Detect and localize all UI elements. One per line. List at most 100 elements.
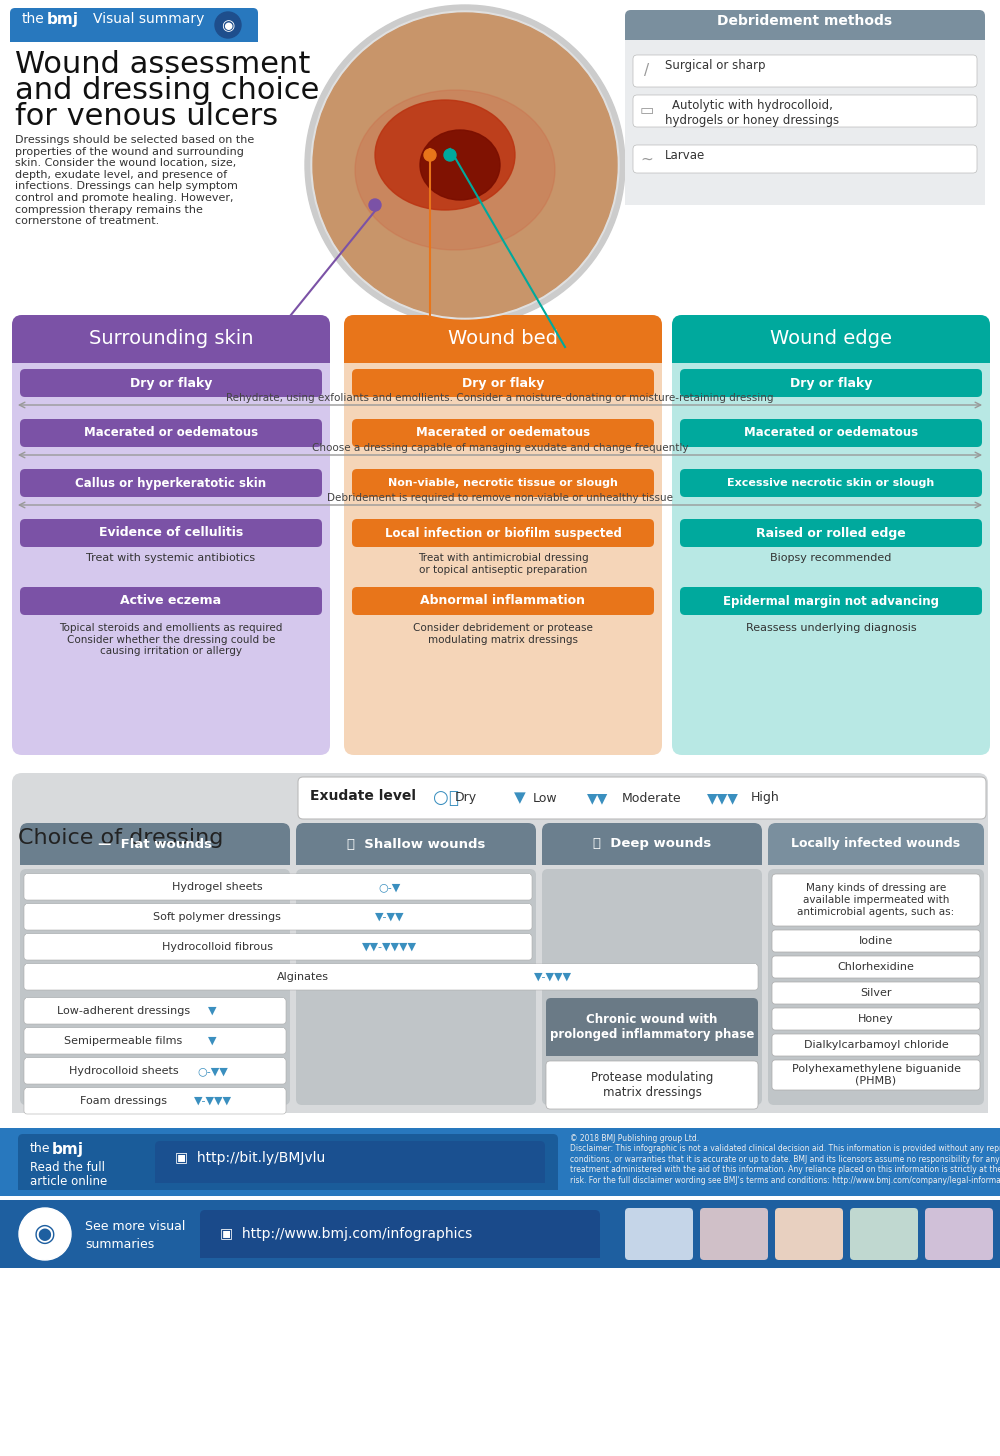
FancyBboxPatch shape [680, 419, 982, 447]
Text: article online: article online [30, 1175, 107, 1188]
FancyBboxPatch shape [772, 1008, 980, 1029]
Text: the: the [22, 12, 45, 26]
Text: Choose a dressing capable of managing exudate and change frequently: Choose a dressing capable of managing ex… [312, 443, 688, 453]
Text: ▼-▼▼▼: ▼-▼▼▼ [194, 1096, 232, 1107]
Text: —  Flat wounds: — Flat wounds [98, 837, 212, 850]
FancyBboxPatch shape [700, 1208, 768, 1259]
Text: for venous ulcers: for venous ulcers [15, 102, 278, 131]
Text: Reassess underlying diagnosis: Reassess underlying diagnosis [746, 623, 916, 633]
Text: Larvae: Larvae [665, 149, 705, 162]
Bar [10, 20, 258, 42]
Text: Macerated or oedematous: Macerated or oedematous [416, 427, 590, 440]
Text: Dry or flaky: Dry or flaky [130, 377, 212, 390]
Text: bmj: bmj [52, 1142, 84, 1158]
Text: Macerated or oedematous: Macerated or oedematous [84, 427, 258, 440]
FancyBboxPatch shape [772, 874, 980, 926]
Text: Moderate: Moderate [622, 792, 682, 805]
Text: Silver: Silver [860, 989, 892, 997]
Text: Dialkylcarbamoyl chloride: Dialkylcarbamoyl chloride [804, 1040, 948, 1050]
Bar [26, 964, 756, 977]
FancyBboxPatch shape [344, 314, 662, 363]
Text: Dressings should be selected based on the
properties of the wound and surroundin: Dressings should be selected based on th… [15, 135, 254, 226]
FancyBboxPatch shape [542, 869, 762, 1105]
FancyBboxPatch shape [625, 1208, 693, 1259]
Bar [20, 844, 290, 865]
Text: Debridement is required to remove non-viable or unhealthy tissue: Debridement is required to remove non-vi… [327, 494, 673, 502]
Text: Evidence of cellulitis: Evidence of cellulitis [99, 527, 243, 540]
FancyBboxPatch shape [680, 469, 982, 496]
FancyBboxPatch shape [12, 314, 330, 363]
Text: Soft polymer dressings: Soft polymer dressings [153, 911, 281, 922]
Text: Hydrocolloid fibrous: Hydrocolloid fibrous [162, 942, 273, 952]
Text: Raised or rolled edge: Raised or rolled edge [756, 527, 906, 540]
Circle shape [424, 149, 436, 162]
Text: ▼▼-▼▼▼▼: ▼▼-▼▼▼▼ [362, 942, 417, 952]
Bar [768, 844, 984, 865]
FancyBboxPatch shape [625, 10, 985, 205]
Text: ▼-▼▼: ▼-▼▼ [375, 911, 405, 922]
Circle shape [369, 199, 381, 211]
FancyBboxPatch shape [24, 874, 532, 900]
FancyBboxPatch shape [18, 1134, 558, 1190]
Text: Foam dressings: Foam dressings [80, 1096, 167, 1107]
FancyBboxPatch shape [352, 518, 654, 547]
Text: Treat with antimicrobial dressing
or topical antiseptic preparation: Treat with antimicrobial dressing or top… [418, 553, 588, 575]
FancyBboxPatch shape [680, 518, 982, 547]
FancyBboxPatch shape [680, 368, 982, 397]
Bar [12, 783, 988, 1112]
FancyBboxPatch shape [768, 823, 984, 865]
FancyBboxPatch shape [772, 930, 980, 952]
FancyBboxPatch shape [850, 1208, 918, 1259]
FancyBboxPatch shape [633, 146, 977, 173]
Bar [26, 1088, 284, 1101]
Text: Locally infected wounds: Locally infected wounds [791, 837, 961, 850]
FancyBboxPatch shape [672, 314, 990, 756]
FancyBboxPatch shape [20, 518, 322, 547]
FancyBboxPatch shape [672, 314, 990, 363]
Text: High: High [751, 792, 780, 805]
Text: ▭: ▭ [640, 103, 654, 118]
FancyBboxPatch shape [344, 314, 662, 756]
Text: Read the full: Read the full [30, 1160, 105, 1174]
Bar [546, 1026, 758, 1056]
FancyBboxPatch shape [542, 823, 762, 865]
FancyBboxPatch shape [24, 1059, 286, 1085]
FancyBboxPatch shape [625, 10, 985, 39]
Text: ⌣  Deep wounds: ⌣ Deep wounds [593, 837, 711, 850]
FancyBboxPatch shape [200, 1210, 600, 1258]
FancyBboxPatch shape [925, 1208, 993, 1259]
FancyBboxPatch shape [24, 1088, 286, 1114]
Bar [344, 339, 662, 363]
Text: ▼▼▼: ▼▼▼ [707, 791, 739, 805]
Text: Debridement methods: Debridement methods [717, 15, 893, 28]
FancyBboxPatch shape [296, 869, 536, 1105]
Bar [625, 36, 985, 205]
Text: Local infection or biofilm suspected: Local infection or biofilm suspected [385, 527, 621, 540]
FancyBboxPatch shape [772, 981, 980, 1005]
FancyBboxPatch shape [352, 368, 654, 397]
FancyBboxPatch shape [20, 823, 290, 865]
Text: Consider debridement or protease
modulating matrix dressings: Consider debridement or protease modulat… [413, 623, 593, 645]
Bar [26, 874, 530, 887]
Circle shape [313, 13, 617, 317]
FancyBboxPatch shape [20, 419, 322, 447]
Circle shape [305, 4, 625, 325]
Text: Exudate level: Exudate level [310, 789, 416, 804]
Text: bmj: bmj [47, 12, 79, 28]
FancyBboxPatch shape [12, 314, 330, 756]
FancyBboxPatch shape [633, 55, 977, 87]
FancyBboxPatch shape [633, 95, 977, 127]
FancyBboxPatch shape [680, 587, 982, 614]
FancyBboxPatch shape [24, 933, 532, 960]
FancyBboxPatch shape [12, 773, 988, 1112]
Text: ▼: ▼ [208, 1037, 217, 1045]
Ellipse shape [420, 130, 500, 199]
Text: Chronic wound with
prolonged inflammatory phase: Chronic wound with prolonged inflammator… [550, 1013, 754, 1041]
Text: Excessive necrotic skin or slough: Excessive necrotic skin or slough [727, 478, 935, 488]
Text: ▣  http://bit.ly/BMJvlu: ▣ http://bit.ly/BMJvlu [175, 1152, 325, 1165]
Circle shape [311, 12, 619, 319]
Ellipse shape [355, 90, 555, 250]
Text: Dry: Dry [455, 792, 477, 805]
Bar [672, 339, 990, 363]
Text: and dressing choice: and dressing choice [15, 76, 319, 105]
